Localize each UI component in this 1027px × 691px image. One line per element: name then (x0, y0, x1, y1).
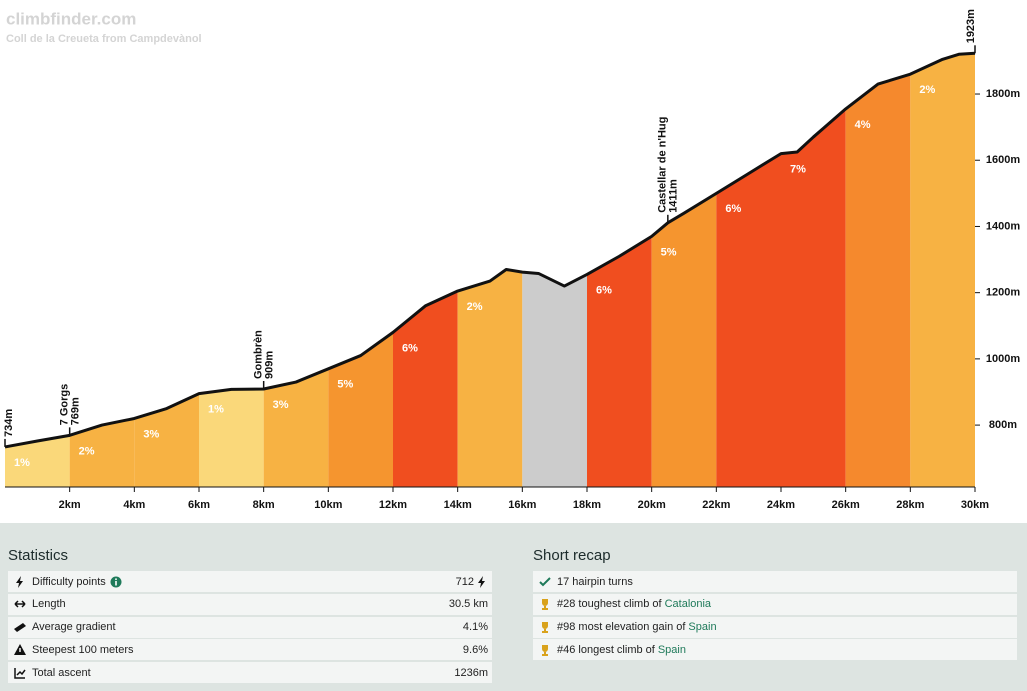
chart-title: climbfinder.com (6, 9, 136, 28)
gradient-label: 2% (79, 445, 95, 457)
gradient-label: 5% (661, 246, 677, 258)
x-tick-label: 4km (123, 499, 145, 511)
stat-value: 30.5 km (448, 598, 488, 611)
gradient-label: 6% (725, 203, 741, 215)
chart: climbfinder.com Coll de la Creueta from … (3, 9, 1020, 511)
x-tick-label: 10km (314, 499, 342, 511)
y-tick-label: 1000m (986, 353, 1020, 365)
stat-label: Steepest 100 meters (32, 643, 134, 656)
x-tick-label: 28km (896, 499, 924, 511)
stat-label: Difficulty points (32, 575, 106, 588)
gradient-band (263, 53, 329, 487)
gradient-label: 7% (790, 164, 806, 176)
annotation-label: 734m (3, 409, 15, 437)
recap-text: #46 longest climb of (557, 643, 655, 656)
x-tick-label: 26km (832, 499, 860, 511)
x-tick-label: 22km (702, 499, 730, 511)
gradient-label: 6% (596, 284, 612, 296)
y-tick-label: 1600m (986, 154, 1020, 166)
recap-row: #46 longest climb of Spain (533, 639, 1017, 661)
gradient-band (328, 53, 393, 487)
stat-row: Average gradient 4.1% (8, 616, 492, 638)
gradient-label: 3% (143, 428, 159, 440)
stat-value: 9.6% (462, 643, 488, 656)
annotation-label: 909m (264, 351, 276, 379)
annotation-label: 1411m (668, 179, 680, 213)
gradient-band (845, 53, 911, 487)
gradient-label: 2% (467, 301, 483, 313)
stat-value: 712 (455, 575, 474, 588)
stat-value: 1236m (454, 666, 488, 679)
recap-link[interactable]: Spain (688, 621, 717, 634)
y-tick-label: 800m (989, 419, 1017, 431)
stat-label: Length (32, 598, 66, 611)
statistics-title: Statistics (8, 547, 69, 564)
gradient-band (910, 53, 975, 487)
x-tick-label: 24km (767, 499, 795, 511)
x-tick-label: 12km (379, 499, 407, 511)
annotation-name: Gombrèn (253, 330, 265, 379)
x-tick-label: 14km (444, 499, 472, 511)
gradient-band (716, 53, 781, 487)
stat-label: Average gradient (32, 621, 116, 634)
x-tick-label: 20km (638, 499, 666, 511)
gradient-band (781, 53, 846, 487)
gradient-band (651, 53, 717, 487)
annotation-label: 769m (70, 397, 82, 425)
stat-row: Steepest 100 meters 9.6% (8, 639, 492, 661)
gradient-band (457, 53, 523, 487)
recap-text: 17 hairpin turns (557, 575, 633, 588)
gradient-label: 5% (337, 379, 353, 391)
recap-link[interactable]: Spain (657, 643, 686, 656)
gradient-label: 4% (855, 119, 871, 131)
stat-label: Total ascent (32, 666, 91, 679)
gradient-band (522, 53, 587, 487)
recap-link[interactable]: Catalonia (664, 598, 712, 611)
x-tick-label: 2km (59, 499, 81, 511)
profile-line (4, 51, 976, 449)
stat-row: Total ascent 1236m (8, 662, 492, 684)
annotation-name: Castellar de n'Hug (657, 117, 669, 213)
gradient-label: 1% (208, 404, 224, 416)
annotation-label: 1923m (965, 9, 977, 43)
gradient-band (393, 53, 458, 487)
stats-panel: Statistics Difficulty points 712 Length 30… (0, 523, 1027, 691)
chart-subtitle: Coll de la Creueta from Campdevànol (6, 33, 202, 45)
stat-row: Difficulty points 712 (8, 571, 492, 592)
x-tick-label: 18km (573, 499, 601, 511)
recap-title: Short recap (533, 547, 611, 564)
x-tick-label: 8km (253, 499, 275, 511)
recap-row: #98 most elevation gain of Spain (533, 616, 1017, 638)
annotation-name: 7 Gorgs (59, 384, 71, 426)
y-tick-label: 1400m (986, 220, 1020, 232)
recap-row: #28 toughest climb of Catalonia (533, 593, 1017, 615)
x-tick-label: 16km (508, 499, 536, 511)
gradient-label: 2% (919, 84, 935, 96)
y-tick-label: 1800m (986, 88, 1020, 100)
recap-text: #98 most elevation gain of (557, 621, 686, 634)
stat-row: Length 30.5 km (8, 593, 492, 615)
recap-text: #28 toughest climb of (557, 598, 662, 611)
stat-value: 4.1% (462, 621, 488, 634)
x-tick-label: 30km (961, 499, 989, 511)
gradient-label: 1% (14, 457, 30, 469)
y-tick-label: 1200m (986, 287, 1020, 299)
gradient-label: 3% (273, 399, 289, 411)
x-tick-label: 6km (188, 499, 210, 511)
recap-row: 17 hairpin turns (533, 571, 1017, 592)
gradient-label: 6% (402, 342, 418, 354)
